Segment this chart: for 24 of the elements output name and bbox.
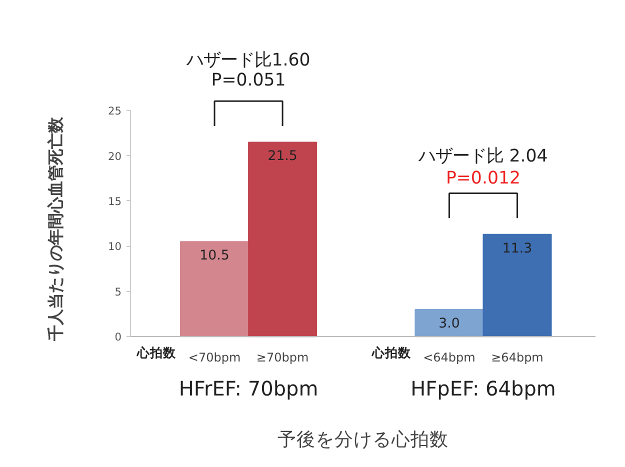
data-label: 3.0	[438, 316, 460, 332]
y-tick-label: 15	[108, 194, 122, 208]
text: ハザード比1.60	[186, 50, 310, 70]
y-tick-label: 25	[108, 104, 122, 118]
y-tick-label: 20	[108, 150, 122, 163]
text: HFrEF: 70bpm	[178, 376, 318, 400]
annotation: P=0.012	[446, 168, 521, 188]
text: 心拍数	[136, 345, 178, 360]
y-axis-title: 千人当たりの年間心血管死亡数	[46, 116, 65, 342]
data-label: 21.5	[268, 149, 298, 164]
y-tick-label: 0	[114, 330, 122, 344]
text: P=0.051	[211, 70, 286, 90]
x-tick-label: ≥70bpm	[256, 350, 309, 365]
annotation: ハザード比 2.04	[418, 146, 548, 166]
data-label: 10.5	[200, 248, 230, 264]
data-label: 11.3	[502, 241, 532, 256]
x-tick-label: <70bpm	[188, 350, 241, 365]
x-tick-label: ≥64bpm	[491, 350, 544, 365]
x-axis-title: 予後を分ける心拍数	[278, 428, 448, 450]
text: HFpEF: 64bpm	[410, 376, 556, 400]
y-tick-label: 5	[114, 285, 122, 298]
y-tick-label: 10	[108, 240, 122, 254]
x-tick-label: <64bpm	[423, 350, 476, 365]
text: 心拍数	[370, 345, 412, 360]
